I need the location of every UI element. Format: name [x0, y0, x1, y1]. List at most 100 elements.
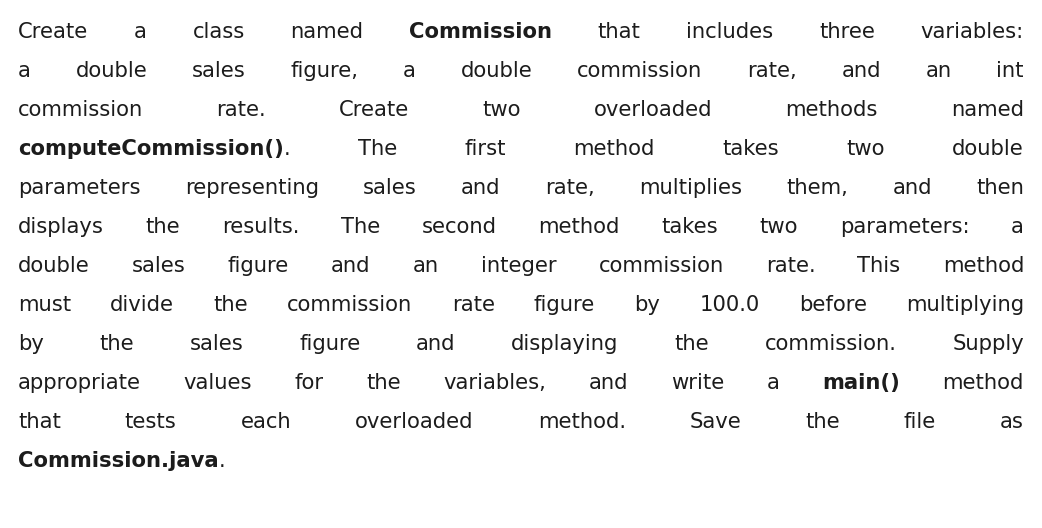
- Text: divide: divide: [110, 295, 174, 315]
- Text: .: .: [219, 451, 225, 471]
- Text: three: three: [819, 22, 875, 42]
- Text: the: the: [146, 217, 180, 237]
- Text: then: then: [976, 178, 1024, 198]
- Text: a: a: [767, 373, 779, 393]
- Text: commission: commission: [577, 61, 702, 81]
- Text: by: by: [635, 295, 661, 315]
- Text: sales: sales: [363, 178, 417, 198]
- Text: method: method: [573, 139, 654, 159]
- Text: for: for: [295, 373, 324, 393]
- Text: Supply: Supply: [952, 334, 1024, 354]
- Text: commission: commission: [288, 295, 413, 315]
- Text: the: the: [214, 295, 248, 315]
- Text: figure: figure: [299, 334, 361, 354]
- Text: takes: takes: [662, 217, 718, 237]
- Text: Create: Create: [18, 22, 89, 42]
- Text: and: and: [331, 256, 371, 276]
- Text: named: named: [951, 100, 1024, 120]
- Text: takes: takes: [722, 139, 779, 159]
- Text: the: the: [674, 334, 709, 354]
- Text: the: the: [805, 412, 840, 432]
- Text: computeCommission(): computeCommission(): [18, 139, 283, 159]
- Text: displays: displays: [18, 217, 104, 237]
- Text: a: a: [18, 61, 31, 81]
- Text: as: as: [1000, 412, 1024, 432]
- Text: rate.: rate.: [766, 256, 815, 276]
- Text: and: and: [462, 178, 500, 198]
- Text: variables,: variables,: [444, 373, 546, 393]
- Text: and: and: [589, 373, 628, 393]
- Text: double: double: [76, 61, 147, 81]
- Text: rate,: rate,: [545, 178, 595, 198]
- Text: method: method: [539, 217, 620, 237]
- Text: methods: methods: [786, 100, 878, 120]
- Text: commission: commission: [18, 100, 143, 120]
- Text: sales: sales: [192, 61, 246, 81]
- Text: write: write: [671, 373, 724, 393]
- Text: double: double: [461, 61, 532, 81]
- Text: 100.0: 100.0: [699, 295, 760, 315]
- Text: first: first: [465, 139, 506, 159]
- Text: parameters: parameters: [18, 178, 141, 198]
- Text: rate.: rate.: [217, 100, 266, 120]
- Text: and: and: [892, 178, 932, 198]
- Text: class: class: [193, 22, 245, 42]
- Text: Create: Create: [339, 100, 410, 120]
- Text: figure,: figure,: [291, 61, 358, 81]
- Text: multiplies: multiplies: [639, 178, 742, 198]
- Text: them,: them,: [786, 178, 848, 198]
- Text: parameters:: parameters:: [840, 217, 969, 237]
- Text: an: an: [413, 256, 439, 276]
- Text: Save: Save: [690, 412, 741, 432]
- Text: each: each: [241, 412, 291, 432]
- Text: .: .: [283, 139, 291, 159]
- Text: the: the: [100, 334, 134, 354]
- Text: variables:: variables:: [921, 22, 1024, 42]
- Text: before: before: [799, 295, 867, 315]
- Text: overloaded: overloaded: [355, 412, 474, 432]
- Text: the: the: [367, 373, 401, 393]
- Text: The: The: [357, 139, 397, 159]
- Text: second: second: [422, 217, 497, 237]
- Text: by: by: [18, 334, 44, 354]
- Text: and: and: [416, 334, 455, 354]
- Text: two: two: [846, 139, 885, 159]
- Text: includes: includes: [687, 22, 773, 42]
- Text: figure: figure: [534, 295, 595, 315]
- Text: must: must: [18, 295, 71, 315]
- Text: a: a: [134, 22, 147, 42]
- Text: This: This: [858, 256, 900, 276]
- Text: rate,: rate,: [747, 61, 797, 81]
- Text: multiplying: multiplying: [905, 295, 1024, 315]
- Text: representing: representing: [184, 178, 319, 198]
- Text: rate: rate: [451, 295, 495, 315]
- Text: commission: commission: [598, 256, 723, 276]
- Text: named: named: [291, 22, 364, 42]
- Text: that: that: [18, 412, 60, 432]
- Text: overloaded: overloaded: [594, 100, 713, 120]
- Text: The: The: [341, 217, 380, 237]
- Text: results.: results.: [222, 217, 299, 237]
- Text: two: two: [760, 217, 798, 237]
- Text: main(): main(): [822, 373, 900, 393]
- Text: a: a: [1011, 217, 1024, 237]
- Text: appropriate: appropriate: [18, 373, 141, 393]
- Text: commission.: commission.: [765, 334, 896, 354]
- Text: values: values: [183, 373, 252, 393]
- Text: double: double: [952, 139, 1024, 159]
- Text: int: int: [996, 61, 1024, 81]
- Text: integer: integer: [480, 256, 556, 276]
- Text: Commission: Commission: [410, 22, 552, 42]
- Text: method: method: [943, 373, 1024, 393]
- Text: tests: tests: [125, 412, 176, 432]
- Text: method.: method.: [538, 412, 625, 432]
- Text: file: file: [903, 412, 936, 432]
- Text: Commission.java: Commission.java: [18, 451, 219, 471]
- Text: figure: figure: [227, 256, 289, 276]
- Text: and: and: [842, 61, 880, 81]
- Text: displaying: displaying: [512, 334, 619, 354]
- Text: two: two: [482, 100, 521, 120]
- Text: method: method: [943, 256, 1024, 276]
- Text: an: an: [925, 61, 951, 81]
- Text: that: that: [598, 22, 641, 42]
